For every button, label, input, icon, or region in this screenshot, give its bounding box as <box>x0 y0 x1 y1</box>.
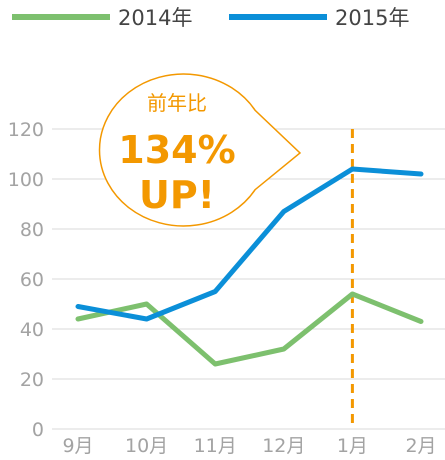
y-tick-label-100: 100 <box>8 169 44 191</box>
y-tick-label-60: 60 <box>20 269 44 291</box>
y-tick-label-0: 0 <box>32 419 44 441</box>
legend-label-0: 2014年 <box>118 6 192 30</box>
y-tick-label-20: 20 <box>20 369 44 391</box>
x-tick-label-3: 12月 <box>262 435 305 457</box>
callout-shape <box>98 73 302 227</box>
series-line-0 <box>75 291 424 367</box>
callout-bubble: 前年比 134% UP! <box>98 73 302 227</box>
x-tick-label-2: 11月 <box>194 435 237 457</box>
series-lines <box>75 166 424 367</box>
legend: 2014年 2015年 <box>12 6 409 30</box>
y-tick-label-80: 80 <box>20 219 44 241</box>
callout-line-2: 134% <box>118 128 235 172</box>
y-tick-label-40: 40 <box>20 319 44 341</box>
x-axis-ticks: 9月 10月 11月 12月 1月 2月 <box>62 435 436 457</box>
y-tick-label-120: 120 <box>8 119 44 141</box>
x-tick-label-4: 1月 <box>337 435 368 457</box>
callout-line-3: UP! <box>139 173 215 217</box>
legend-label-1: 2015年 <box>335 6 409 30</box>
callout-line-1: 前年比 <box>147 91 207 115</box>
series-line-1 <box>75 166 424 322</box>
y-axis-ticks: 0 20 40 60 80 100 120 <box>8 119 44 441</box>
x-tick-label-0: 9月 <box>62 435 93 457</box>
x-tick-label-5: 2月 <box>405 435 436 457</box>
x-tick-label-1: 10月 <box>125 435 168 457</box>
